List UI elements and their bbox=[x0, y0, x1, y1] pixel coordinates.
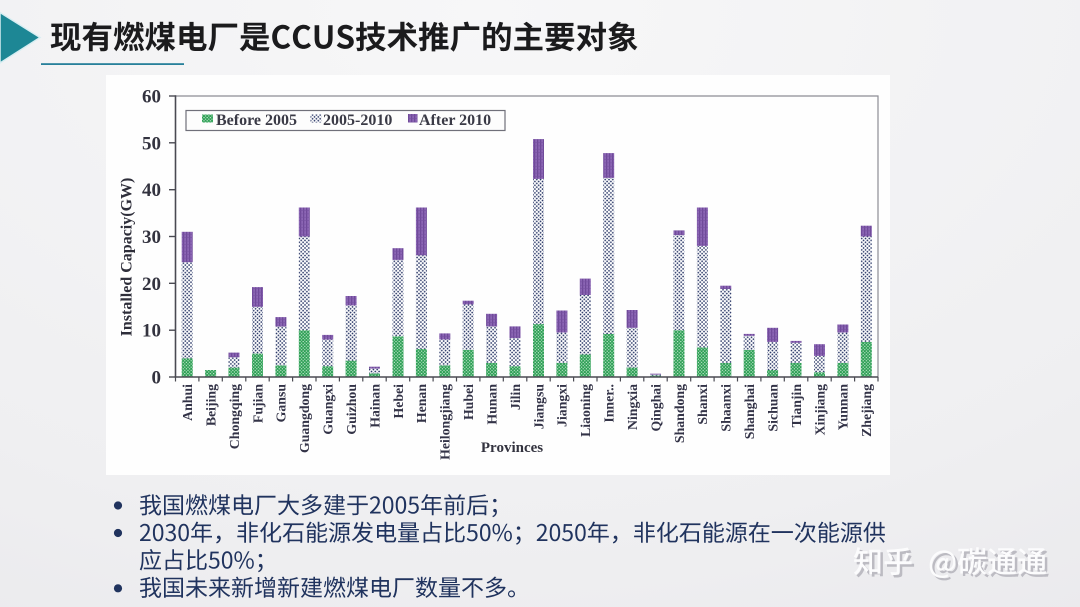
svg-text:Xinjiang: Xinjiang bbox=[812, 384, 827, 435]
svg-text:Henan: Henan bbox=[414, 384, 429, 423]
svg-text:Shanxi: Shanxi bbox=[695, 384, 710, 425]
svg-text:Tianjin: Tianjin bbox=[789, 384, 804, 428]
svg-text:2005-2010: 2005-2010 bbox=[323, 112, 392, 129]
svg-text:40: 40 bbox=[142, 180, 161, 201]
svg-text:Provinces: Provinces bbox=[481, 440, 543, 456]
svg-text:Shandong: Shandong bbox=[672, 384, 687, 443]
svg-text:Ningxia: Ningxia bbox=[625, 384, 640, 430]
svg-text:Shaanxi: Shaanxi bbox=[719, 384, 734, 432]
svg-text:Hunan: Hunan bbox=[484, 384, 499, 425]
svg-text:0: 0 bbox=[152, 368, 162, 389]
svg-text:30: 30 bbox=[142, 227, 161, 248]
svg-text:Yunnan: Yunnan bbox=[836, 384, 851, 431]
svg-text:Hebei: Hebei bbox=[391, 384, 406, 419]
svg-text:50: 50 bbox=[142, 133, 161, 154]
svg-text:Shanghai: Shanghai bbox=[742, 384, 757, 439]
svg-text:60: 60 bbox=[142, 87, 161, 108]
svg-text:Qinghai: Qinghai bbox=[648, 384, 663, 432]
svg-text:Fujian: Fujian bbox=[250, 384, 265, 423]
svg-text:Sichuan: Sichuan bbox=[765, 384, 780, 432]
svg-text:After 2010: After 2010 bbox=[419, 112, 491, 129]
svg-text:Installed Capaciy(GW): Installed Capaciy(GW) bbox=[119, 178, 136, 337]
svg-text:Before 2005: Before 2005 bbox=[216, 112, 297, 129]
svg-text:Chongqing: Chongqing bbox=[227, 384, 242, 449]
svg-text:Hubei: Hubei bbox=[461, 384, 476, 420]
svg-text:Guangdong: Guangdong bbox=[297, 384, 312, 453]
svg-text:Heilongjiang: Heilongjiang bbox=[438, 384, 453, 460]
svg-text:Jiangxi: Jiangxi bbox=[555, 384, 570, 427]
svg-text:Hainan: Hainan bbox=[367, 384, 382, 428]
svg-text:Guizhou: Guizhou bbox=[344, 384, 359, 435]
svg-text:Guangxi: Guangxi bbox=[321, 384, 336, 435]
svg-text:20: 20 bbox=[142, 274, 161, 295]
svg-text:Inner..: Inner.. bbox=[602, 384, 617, 423]
svg-text:10: 10 bbox=[142, 321, 161, 342]
svg-text:Zhejiang: Zhejiang bbox=[859, 384, 874, 437]
svg-text:Beijing: Beijing bbox=[203, 384, 218, 426]
svg-text:Gansu: Gansu bbox=[274, 384, 289, 423]
svg-text:Jiangsu: Jiangsu bbox=[531, 384, 546, 430]
svg-text:Liaoning: Liaoning bbox=[578, 384, 593, 437]
svg-text:Anhui: Anhui bbox=[180, 384, 195, 421]
svg-text:Jilin: Jilin bbox=[508, 384, 523, 410]
